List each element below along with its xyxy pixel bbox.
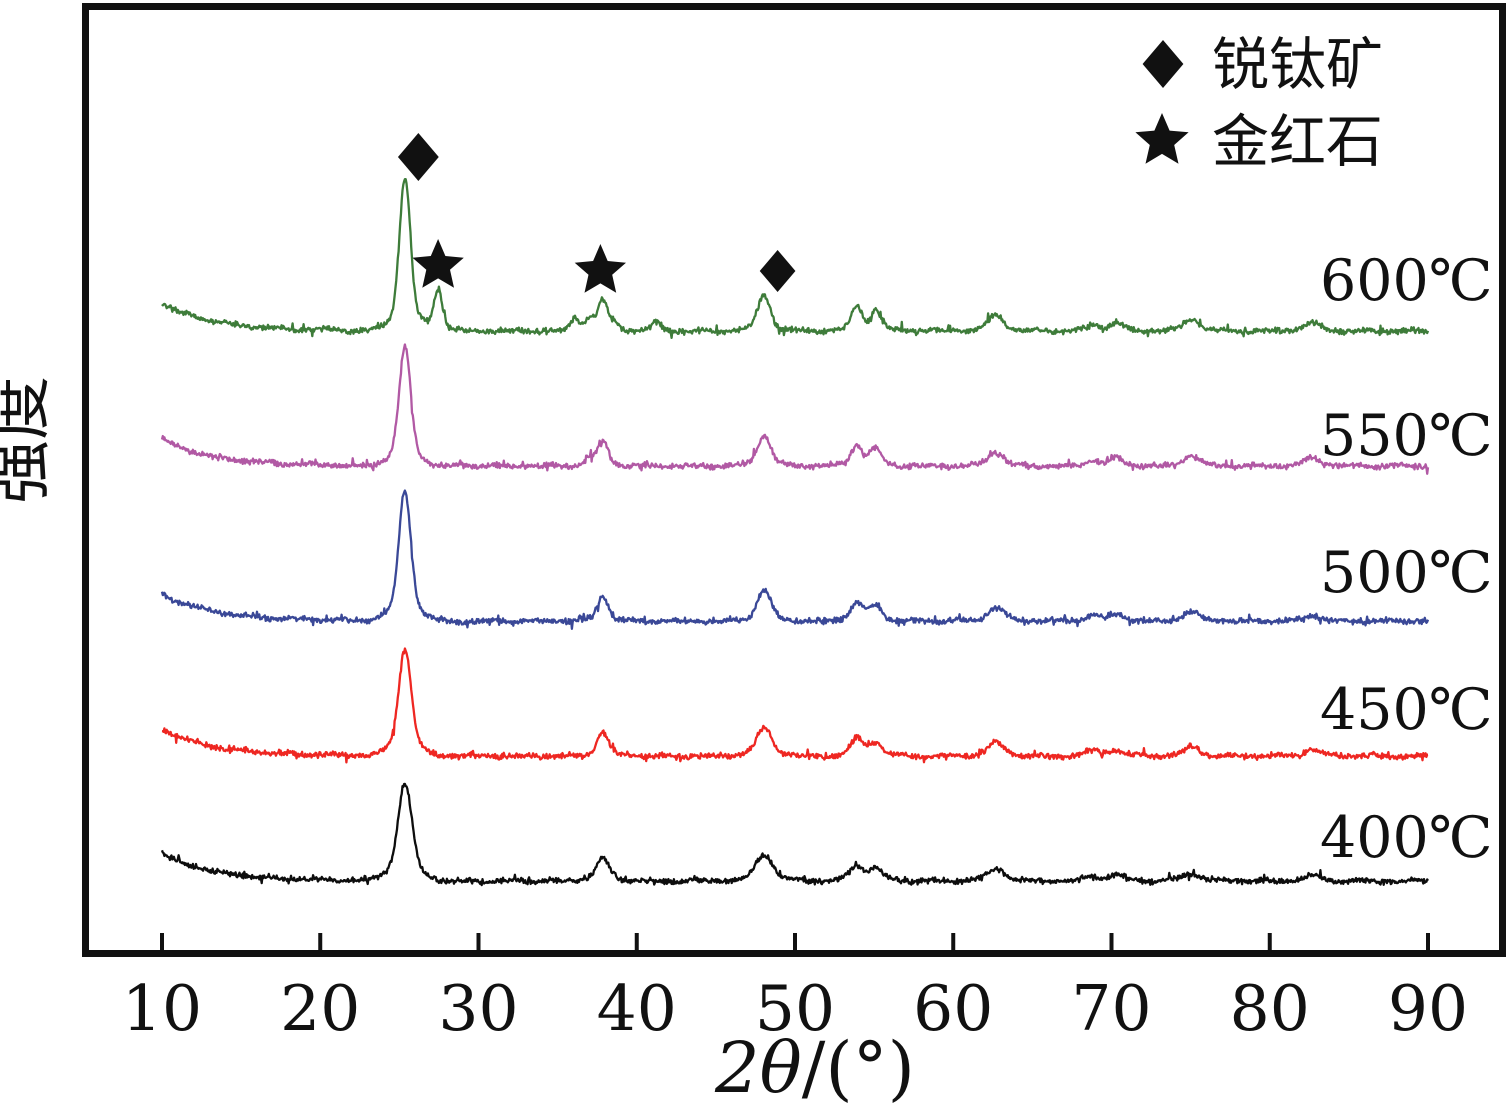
diamond-icon — [759, 250, 796, 292]
diamond-icon — [397, 133, 439, 181]
series-label-400c: 400℃ — [1320, 805, 1493, 871]
x-tick-label: 20 — [280, 972, 360, 1045]
series-label-450c: 450℃ — [1320, 677, 1493, 743]
x-axis-title: 2θ/(°) — [714, 1027, 915, 1109]
x-tick-label: 30 — [438, 972, 518, 1045]
x-tick-label: 60 — [913, 972, 993, 1045]
x-tick-label: 40 — [597, 972, 677, 1045]
x-tick-label: 80 — [1230, 972, 1310, 1045]
star-icon — [1135, 113, 1189, 164]
y-axis-label: 强度 — [0, 376, 58, 504]
x-axis-title-rest: /(°) — [802, 1027, 915, 1109]
series-label-600c: 600℃ — [1320, 248, 1493, 314]
diffraction-curves — [160, 178, 1430, 887]
xrd-curve-400c — [160, 782, 1429, 887]
x-tick-label: 70 — [1071, 972, 1151, 1045]
x-axis-tick-labels: 10 20 30 40 50 60 70 80 90 — [122, 972, 1468, 1045]
star-icon — [412, 239, 464, 288]
x-axis-title-italic: 2θ — [714, 1027, 802, 1109]
series-label-550c: 550℃ — [1320, 403, 1493, 469]
x-tick-label: 10 — [122, 972, 202, 1045]
xrd-curve-550c — [160, 343, 1430, 475]
legend-symbols — [1135, 40, 1189, 164]
peak-markers — [397, 133, 796, 293]
series-labels: 600℃ 550℃ 500℃ 450℃ 400℃ — [1320, 248, 1493, 871]
plot-border — [82, 3, 1506, 957]
legend-label-rutile: 金红石 — [1212, 109, 1383, 175]
star-icon — [574, 244, 626, 293]
xrd-curve-450c — [161, 647, 1429, 764]
legend: 锐钛矿 金红石 — [1135, 32, 1383, 175]
diamond-icon — [1142, 40, 1184, 88]
x-axis-ticks — [160, 933, 1430, 952]
x-tick-label: 50 — [755, 972, 835, 1045]
legend-label-anatase: 锐钛矿 — [1212, 32, 1383, 98]
x-tick-label: 90 — [1388, 972, 1468, 1045]
xrd-curve-500c — [160, 489, 1430, 630]
xrd-curve-600c — [161, 178, 1430, 340]
series-label-500c: 500℃ — [1320, 540, 1493, 606]
